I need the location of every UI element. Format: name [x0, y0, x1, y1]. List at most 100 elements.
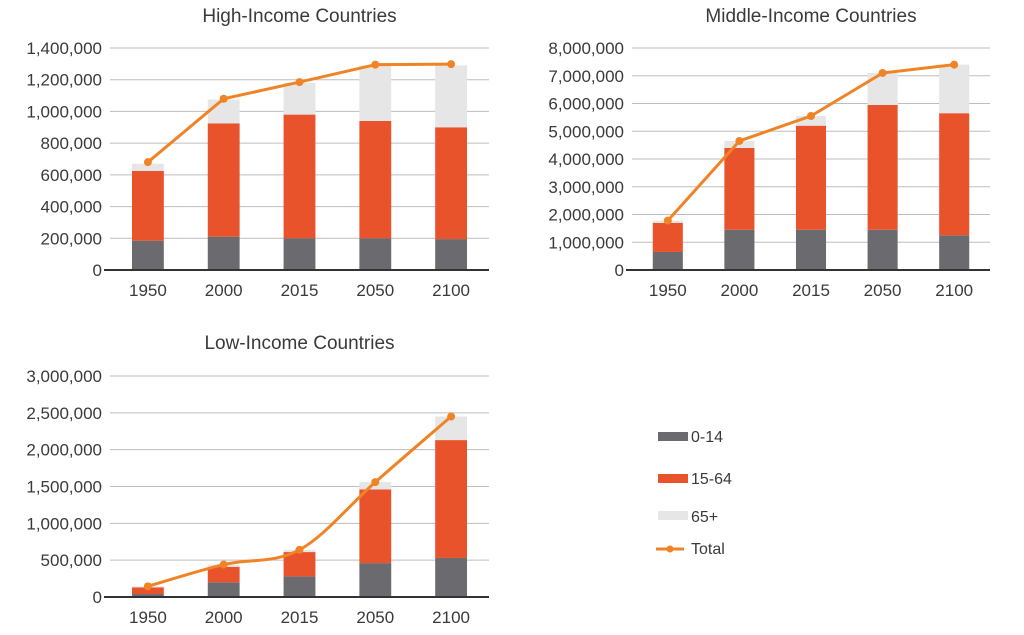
legend-label-0-14: 0-14 — [691, 429, 723, 446]
x-tick-label: 2015 — [792, 281, 830, 300]
x-tick-label: 2050 — [356, 281, 394, 300]
total-point — [663, 216, 672, 225]
x-tick-label: 2000 — [720, 281, 758, 300]
bar-segment-0-14 — [435, 239, 468, 270]
y-tick-label: 600,000 — [41, 166, 102, 185]
x-tick-label: 1950 — [129, 281, 167, 300]
bar-segment-0-14 — [131, 240, 164, 270]
total-point — [371, 478, 380, 487]
bar-segment-15-64 — [207, 123, 240, 237]
bar-segment-0-14 — [283, 238, 316, 270]
chart-middle-income: Middle-Income Countries 0 1,000,000 2,000,0… — [548, 6, 990, 300]
bar-segment-0-14 — [867, 229, 898, 270]
x-tick-label: 2100 — [432, 281, 470, 300]
y-tick-label: 1,000,000 — [26, 102, 102, 121]
total-point — [950, 60, 959, 69]
bar-segment-0-14 — [359, 238, 392, 270]
legend-label-15-64: 15-64 — [691, 471, 732, 488]
x-tick-label: 1950 — [129, 608, 167, 627]
y-tick-label: 1,400,000 — [26, 39, 102, 58]
total-point — [219, 94, 228, 103]
y-tick-label: 2,000,000 — [26, 441, 102, 460]
total-point — [371, 60, 380, 69]
legend-swatch-15-64 — [658, 474, 688, 483]
bar-segment-0-14 — [207, 582, 240, 597]
x-tick-label: 2000 — [205, 281, 243, 300]
y-tick-label: 2,500,000 — [26, 404, 102, 423]
x-tick-label: 2000 — [205, 608, 243, 627]
total-point — [807, 111, 815, 120]
x-tick-label: 2100 — [935, 281, 973, 300]
y-tick-label: 0 — [93, 261, 102, 280]
bar-segment-65-plus — [359, 65, 392, 121]
bar-segment-0-14 — [795, 229, 827, 270]
bar-segment-65-plus — [795, 115, 827, 126]
y-tick-label: 500,000 — [41, 551, 102, 570]
total-point — [447, 412, 456, 421]
chart-high-income: High-Income Countries 0 200,000 400,000 600,… — [26, 6, 489, 300]
bar-segment-0-14 — [724, 229, 755, 270]
total-point — [219, 560, 228, 569]
chart-title: High-Income Countries — [202, 6, 396, 27]
y-tick-label: 8,000,000 — [548, 39, 624, 58]
y-tick-label: 2,000,000 — [548, 206, 624, 225]
x-tick-label: 2050 — [356, 608, 394, 627]
bar-segment-65-plus — [435, 65, 468, 128]
total-point — [878, 68, 887, 77]
bar-segment-0-14 — [359, 563, 392, 597]
total-line — [147, 415, 453, 588]
chart-title: Low-Income Countries — [204, 333, 394, 354]
total-point — [295, 545, 304, 554]
total-point — [447, 60, 456, 69]
total-point — [735, 136, 744, 145]
bar-segment-15-64 — [939, 113, 970, 236]
bar-segment-65-plus — [131, 163, 164, 171]
legend-label-total: Total — [691, 541, 725, 558]
bar-segment-0-14 — [283, 576, 316, 597]
bar-segment-0-14 — [939, 235, 970, 270]
total-point — [143, 158, 152, 167]
legend: 0-14 15-64 65+ Total — [656, 429, 732, 558]
total-point — [143, 582, 152, 591]
bar-segment-15-64 — [359, 120, 392, 239]
legend-marker-total — [666, 545, 674, 553]
y-tick-label: 6,000,000 — [548, 95, 624, 114]
bar-segment-15-64 — [359, 489, 392, 564]
bar-segment-15-64 — [435, 440, 468, 558]
bar-segment-15-64 — [131, 587, 164, 595]
bar-segment-65-plus — [207, 99, 240, 124]
bar-segment-0-14 — [131, 594, 164, 597]
y-tick-label: 400,000 — [41, 198, 102, 217]
bar-segment-0-14 — [435, 557, 468, 597]
y-tick-label: 1,000,000 — [26, 514, 102, 533]
y-tick-label: 1,500,000 — [26, 478, 102, 497]
bar-segment-65-plus — [283, 82, 316, 115]
legend-label-65-plus: 65+ — [691, 509, 718, 526]
y-tick-label: 0 — [615, 261, 624, 280]
bar-segment-15-64 — [435, 127, 468, 240]
bar-segment-15-64 — [795, 125, 827, 230]
y-tick-label: 800,000 — [41, 134, 102, 153]
x-tick-label: 2050 — [864, 281, 902, 300]
chart-low-income: Low-Income Countries 0 500,000 1,000,000 1,5… — [26, 333, 489, 627]
y-tick-label: 7,000,000 — [548, 67, 624, 86]
bar-segment-15-64 — [724, 147, 755, 230]
legend-swatch-65-plus — [658, 511, 688, 520]
x-tick-label: 2100 — [432, 608, 470, 627]
y-tick-label: 4,000,000 — [548, 150, 624, 169]
total-point — [295, 78, 304, 87]
y-tick-label: 3,000,000 — [548, 178, 624, 197]
y-tick-label: 1,000,000 — [548, 233, 624, 252]
y-tick-label: 0 — [93, 588, 102, 607]
y-tick-label: 5,000,000 — [548, 122, 624, 141]
legend-swatch-0-14 — [658, 432, 688, 441]
bar-segment-15-64 — [867, 104, 898, 230]
bar-segment-0-14 — [207, 236, 240, 270]
y-tick-label: 200,000 — [41, 229, 102, 248]
x-tick-label: 2015 — [281, 608, 319, 627]
x-tick-label: 1950 — [649, 281, 687, 300]
bar-segment-65-plus — [939, 64, 970, 114]
chart-title: Middle-Income Countries — [705, 6, 916, 27]
y-tick-label: 1,200,000 — [26, 71, 102, 90]
bar-segment-0-14 — [652, 251, 683, 270]
